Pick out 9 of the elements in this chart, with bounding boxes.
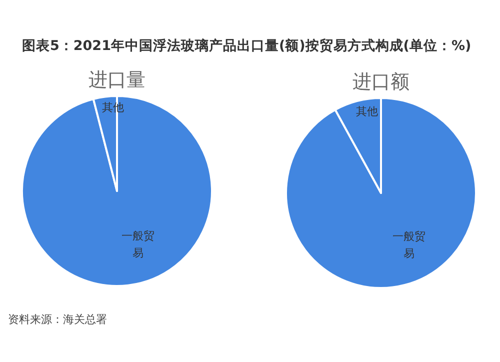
- pie-slice: [285, 97, 477, 289]
- slice-label: 一般贸易: [122, 230, 155, 260]
- chart-title: 进口量: [88, 69, 146, 91]
- text: 图表5：2021年中国浮法玻璃产品出口量(额)按贸易方式构成(单位：%): [22, 37, 472, 54]
- chart-title: 进口额: [352, 71, 410, 93]
- text: 资料来源：海关总署: [8, 313, 107, 326]
- slice-label: 其他: [356, 104, 378, 118]
- slice-label: 一般贸易: [392, 230, 426, 260]
- pie-slice: [21, 95, 213, 287]
